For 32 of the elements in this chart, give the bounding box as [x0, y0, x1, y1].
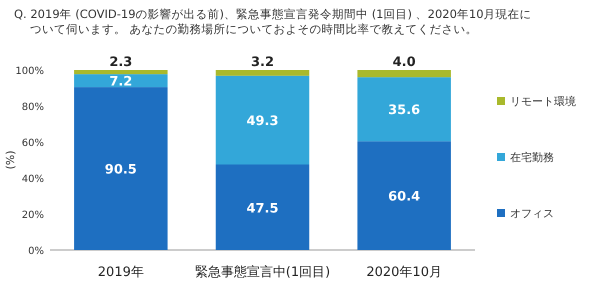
data-label: 4.0 [392, 55, 416, 70]
data-label: 90.5 [104, 162, 137, 178]
bar [216, 76, 310, 164]
bar [74, 87, 168, 250]
data-label: 35.6 [388, 103, 420, 118]
bar [216, 164, 310, 250]
x-tick-label: 2019年 [98, 265, 144, 280]
y-tick-label: 0% [28, 246, 44, 257]
bar [74, 74, 168, 88]
y-axis-title: (%) [4, 150, 17, 170]
y-tick-label: 60% [22, 138, 44, 149]
data-label: 60.4 [388, 190, 420, 205]
data-label: 3.2 [250, 55, 274, 70]
x-tick-label: 2020年10月 [366, 265, 442, 280]
legend-label: 在宅勤務 [510, 151, 554, 164]
data-label: 49.3 [246, 114, 279, 130]
bar [74, 70, 168, 74]
data-label: 47.5 [246, 201, 279, 216]
bar [357, 77, 451, 142]
y-tick-label: 80% [22, 102, 44, 113]
x-tick-label: 緊急事態宣言中(1回目) [194, 264, 330, 280]
data-label: 7.2 [109, 74, 132, 90]
bar [357, 70, 451, 78]
y-tick-label: 20% [22, 210, 44, 221]
y-tick-label: 40% [22, 174, 44, 185]
data-label: 2.3 [109, 55, 132, 70]
legend-label: リモート環境 [510, 95, 576, 108]
bar [357, 141, 451, 250]
chart-title: Q. 2019年 (COVID-19の影響が出る前)、緊急事態宣言発令期間中 (1回目) 、2020年10月現在について伺います。 あなたの勤務場所についておよその時間比率で教えてください。 [14, 7, 532, 36]
y-tick-label: 100% [15, 66, 44, 77]
legend-label: オフィス [510, 207, 554, 220]
bar [216, 70, 310, 76]
